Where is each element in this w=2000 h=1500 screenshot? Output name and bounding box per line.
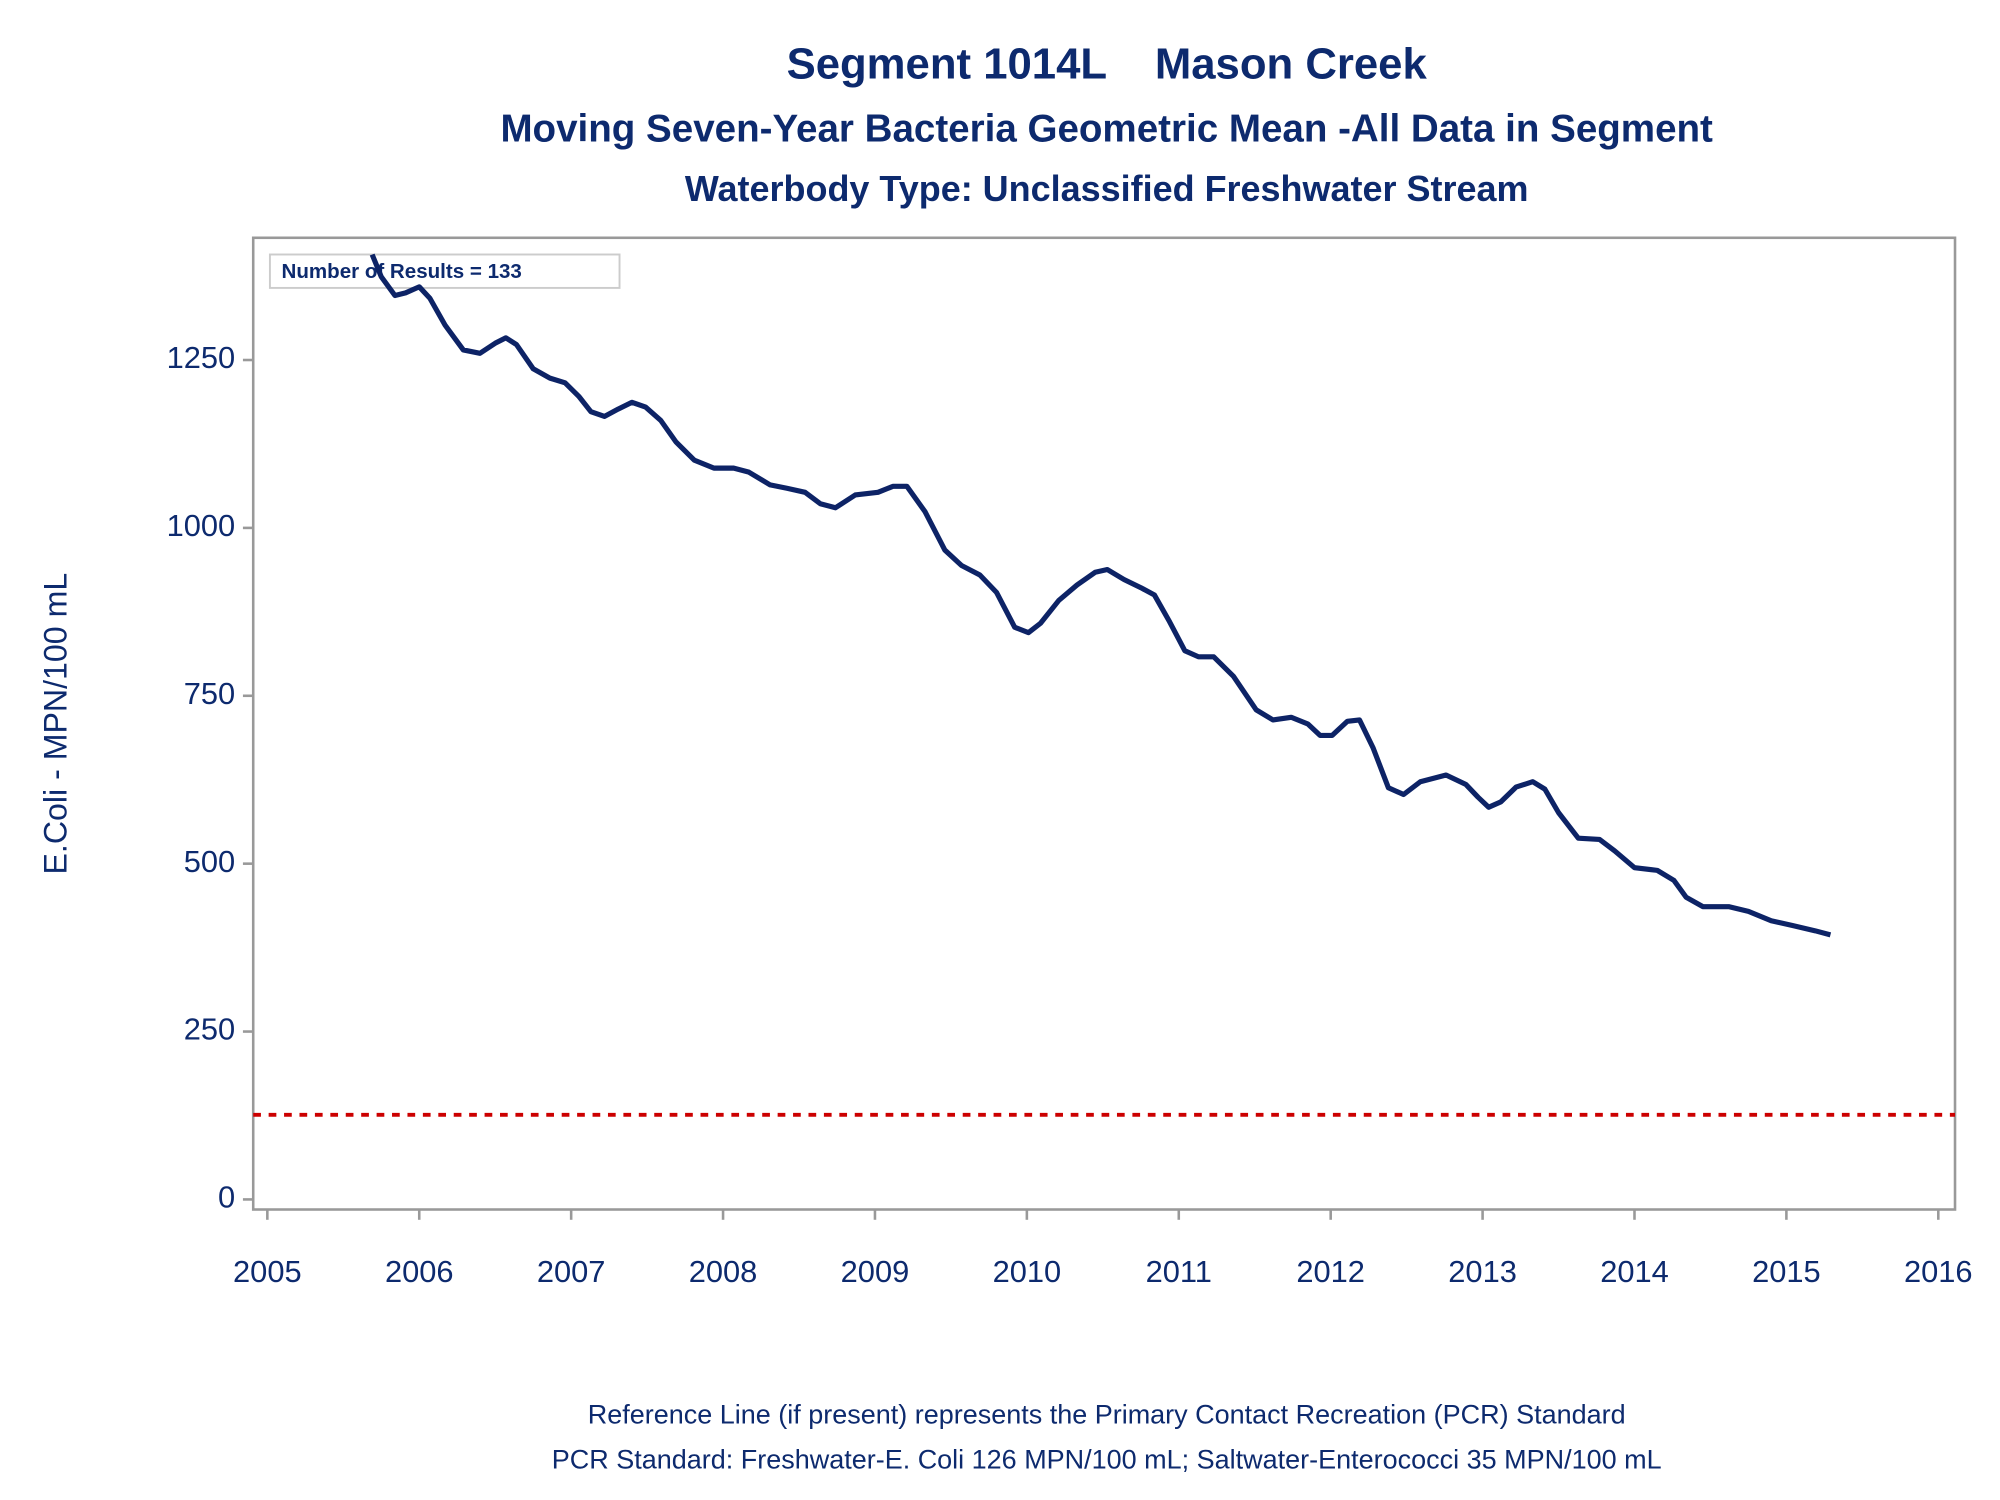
x-tick-label: 2009: [841, 1254, 910, 1289]
x-tick-label: 2007: [537, 1254, 606, 1289]
y-axis-label: E.Coli - MPN/100 mL: [37, 573, 73, 875]
x-tick-label: 2005: [233, 1254, 302, 1289]
annotation: Number of Results = 133: [281, 260, 521, 283]
y-tick-label: 1250: [167, 340, 236, 375]
y-tick-label: 500: [184, 844, 235, 879]
plot-frame: [251, 236, 1957, 1211]
annotation-box: [268, 253, 621, 289]
chart-title: Segment 1014L Mason Creek: [787, 39, 1428, 88]
y-tick-label: 750: [184, 676, 235, 711]
y-tick-label: 250: [184, 1012, 235, 1047]
y-tick-label: 1000: [167, 508, 236, 543]
x-tick-label: 2011: [1146, 1254, 1212, 1289]
x-tick-label: 2013: [1448, 1254, 1517, 1289]
footnote: Reference Line (if present) represents t…: [588, 1400, 1626, 1430]
chart-subtitle: Waterbody Type: Unclassified Freshwater …: [685, 168, 1529, 209]
data-line: [369, 253, 1832, 938]
x-tick-label: 2008: [689, 1254, 758, 1289]
chart-subtitle: Moving Seven-Year Bacteria Geometric Mea…: [500, 107, 1713, 150]
x-tick-label: 2015: [1752, 1254, 1821, 1289]
footnote: PCR Standard: Freshwater-E. Coli 126 MPN…: [552, 1445, 1662, 1475]
x-tick-label: 2006: [385, 1254, 454, 1289]
x-tick-label: 2012: [1296, 1254, 1365, 1289]
x-tick-label: 2016: [1904, 1254, 1973, 1289]
x-tick-label: 2010: [993, 1254, 1062, 1289]
x-tick-label: 2014: [1600, 1254, 1669, 1289]
y-tick-label: 0: [218, 1180, 235, 1215]
